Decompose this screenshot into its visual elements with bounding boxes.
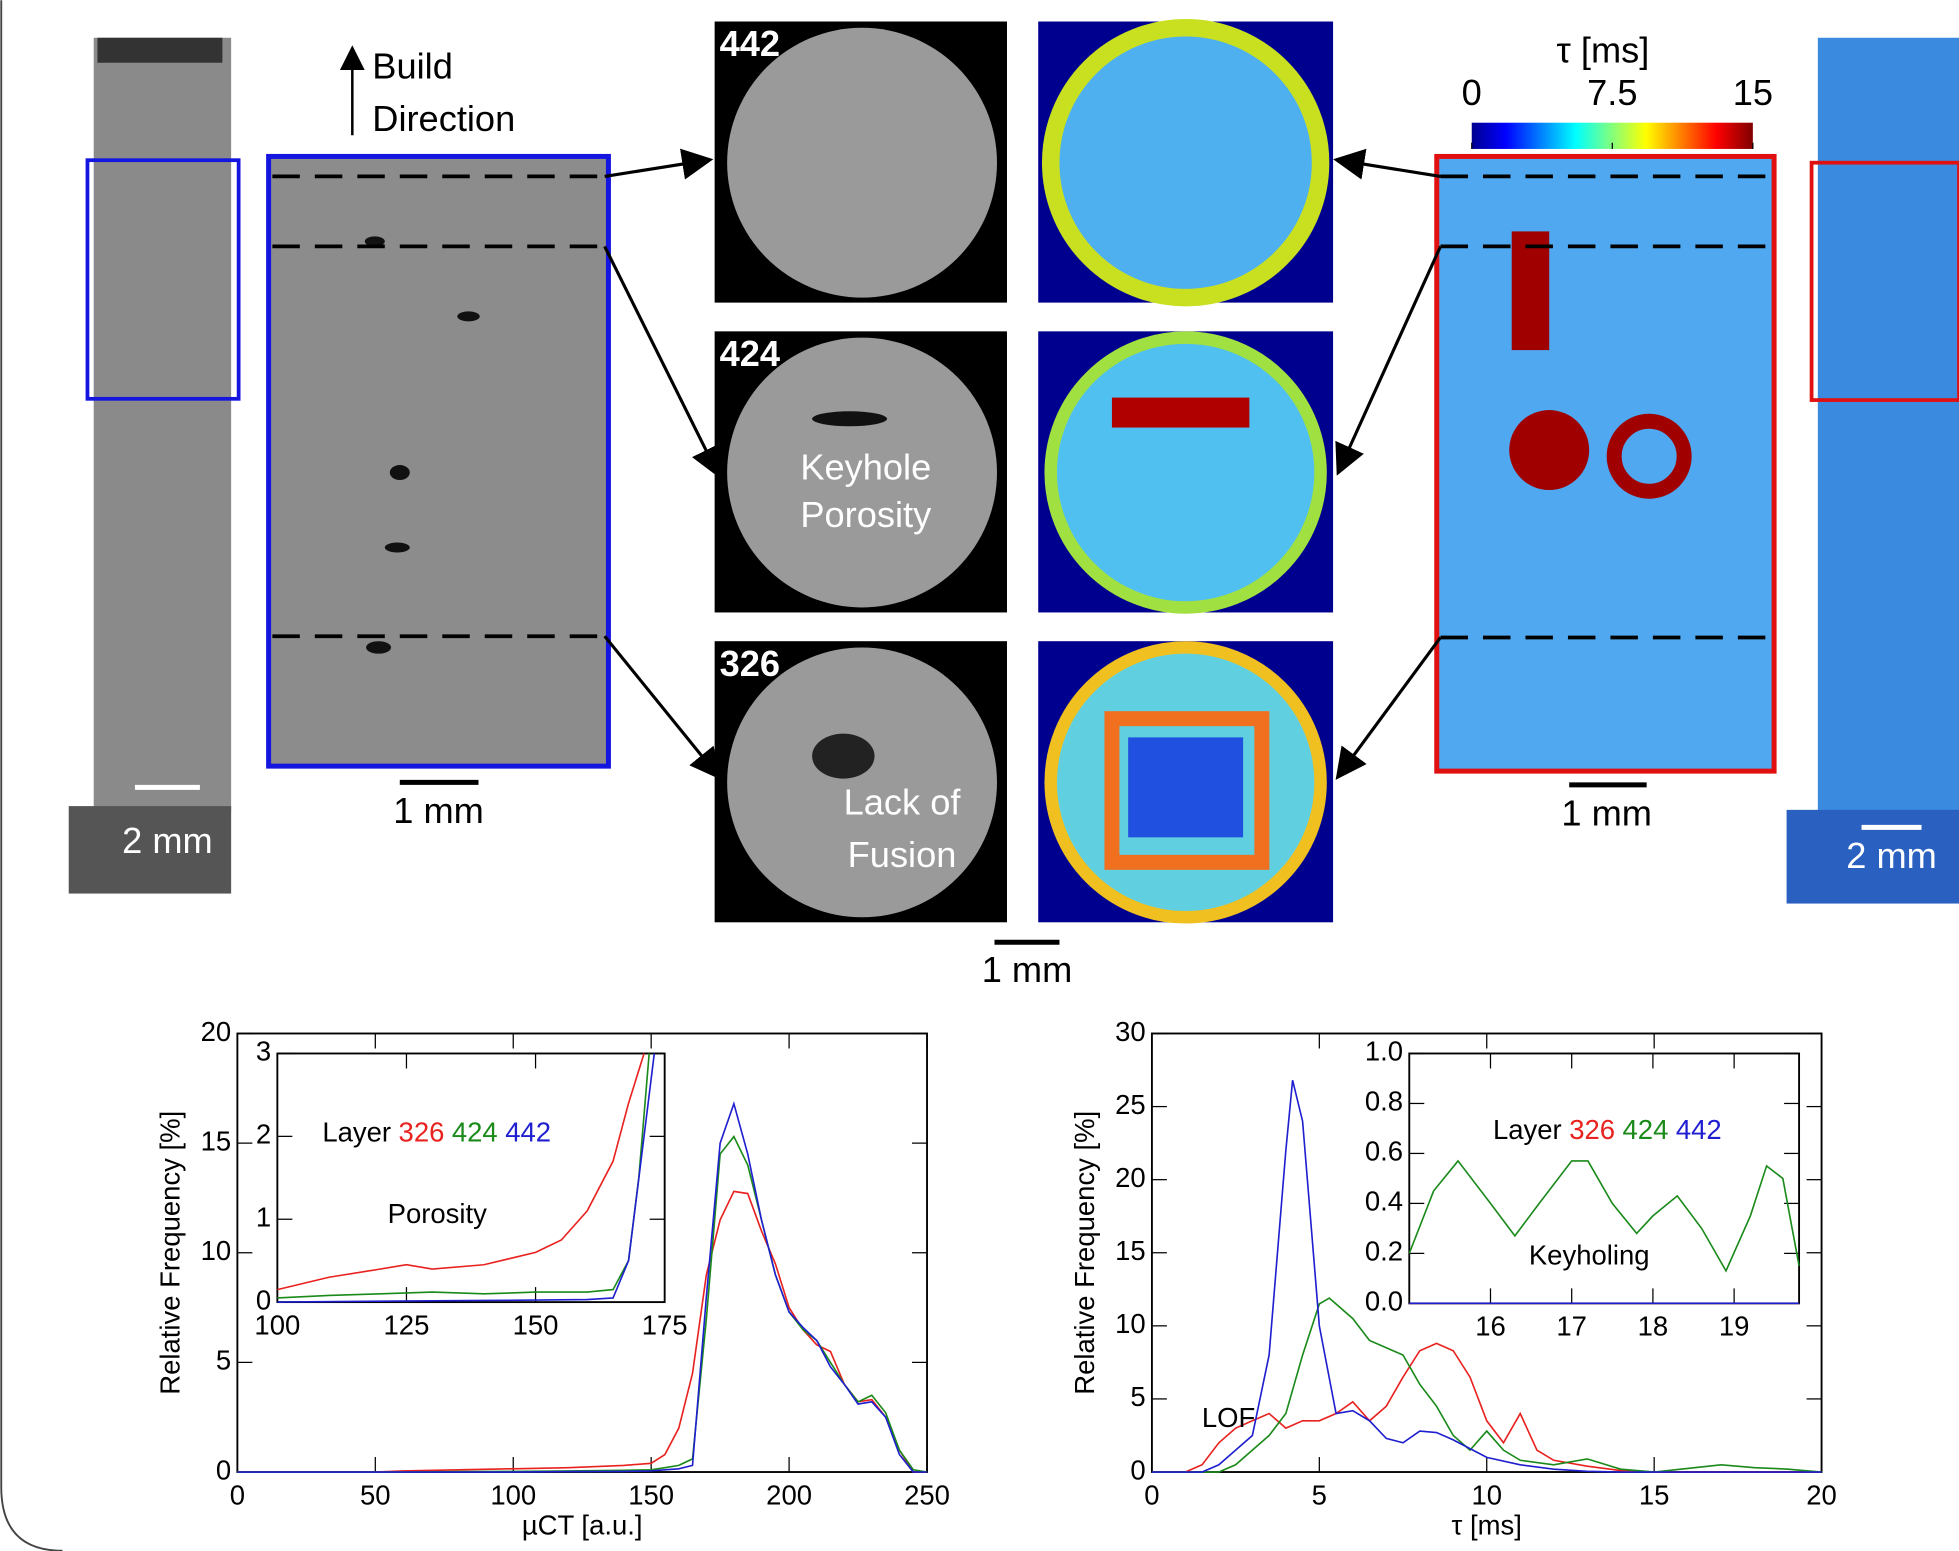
y-tick-label: 1.0	[1365, 1036, 1403, 1067]
y-tick-label: 10	[1115, 1308, 1146, 1339]
build-label: Direction	[372, 98, 515, 139]
annotation: Fusion	[848, 834, 957, 875]
y-tick-label: 0	[256, 1284, 271, 1315]
x-tick-label: 100	[254, 1309, 300, 1340]
x-tick-label: 19	[1719, 1311, 1750, 1342]
x-tick-label: 50	[360, 1479, 391, 1510]
y-tick-label: 30	[1115, 1016, 1146, 1047]
x-tick-label: 150	[513, 1309, 559, 1340]
y-tick-label: 0.8	[1365, 1086, 1403, 1117]
y-tick-label: 0.0	[1365, 1286, 1403, 1317]
legend: Layer 326 424 442	[1493, 1114, 1722, 1145]
ct-sample	[68, 37, 241, 894]
y-tick-label: 20	[1115, 1162, 1146, 1193]
series-line	[237, 1100, 928, 1473]
series-line	[1151, 1342, 1822, 1473]
build-label: Build	[372, 46, 453, 87]
legend-entry: 326	[399, 1117, 445, 1148]
legend-entry: 424	[452, 1117, 498, 1148]
plot-area	[276, 1052, 666, 1304]
legend-title: Layer	[1493, 1114, 1562, 1145]
layer-label: 442	[720, 23, 780, 64]
y-tick-label: 0.4	[1365, 1186, 1403, 1217]
scale-label: 1 mm	[1561, 793, 1652, 834]
series-line	[1151, 1297, 1822, 1473]
x-tick-label: 20	[1806, 1479, 1837, 1510]
labels: Build Direction 2 mm 1 mm 1 mm 1 mm 2 mm…	[122, 23, 1937, 990]
y-tick-label: 0	[216, 1454, 231, 1485]
scale-label: 2 mm	[122, 820, 213, 861]
x-tick-label: 100	[490, 1479, 536, 1510]
series-line	[237, 1190, 928, 1473]
ct-zoom	[266, 45, 611, 785]
legend-entry: 442	[1676, 1114, 1722, 1145]
y-axis-label: Relative Frequency [%]	[1069, 1111, 1100, 1395]
y-tick-label: 5	[1130, 1381, 1145, 1412]
y-tick-label: 1	[256, 1201, 271, 1232]
x-tick-label: 250	[904, 1479, 950, 1510]
legend-entry: 326	[1569, 1114, 1615, 1145]
heatmaps	[1038, 19, 1334, 924]
arrows	[603, 148, 1442, 780]
series-line	[277, 1053, 656, 1303]
colorbar-tick-label: 0	[1462, 72, 1482, 113]
series-line	[1408, 1159, 1800, 1273]
tau-sample	[1786, 37, 1959, 904]
x-tick-label: 200	[766, 1479, 812, 1510]
y-tick-label: 0	[1130, 1454, 1145, 1485]
y-tick-label: 20	[201, 1016, 232, 1047]
y-tick-label: 10	[201, 1235, 232, 1266]
series-line	[277, 1053, 645, 1291]
y-tick-label: 3	[256, 1036, 271, 1067]
scale-label: 1 mm	[982, 949, 1073, 990]
y-tick-label: 2	[256, 1119, 271, 1150]
colorbar-label: τ [ms]	[1557, 29, 1650, 70]
y-axis-label: Relative Frequency [%]	[155, 1111, 186, 1395]
x-tick-label: 150	[628, 1479, 674, 1510]
x-tick-label: 5	[1312, 1479, 1327, 1510]
ct-slices	[714, 21, 1060, 945]
colorbar-tick-label: 15	[1733, 72, 1773, 113]
frame	[0, 0, 63, 1551]
x-tick-label: 0	[1144, 1479, 1159, 1510]
legend: Layer 326 424 442	[322, 1117, 551, 1148]
x-tick-label: 17	[1556, 1311, 1587, 1342]
y-tick-label: 25	[1115, 1089, 1146, 1120]
layer-label: 326	[720, 643, 780, 684]
x-tick-label: 0	[230, 1479, 245, 1510]
annotation: Porosity	[800, 494, 932, 535]
plot-area	[1408, 1052, 1801, 1305]
chart: 100 125 150 175 0 1 2 3 Layer 326 424 442 Porosity	[254, 1036, 687, 1341]
annotation: Keyhole	[800, 447, 931, 488]
colorbar-tick-label: 7.5	[1587, 72, 1637, 113]
chart: 16 17 18 19 0.0 0.2 0.4 0.6 0.8 1.0 Layer 326 424 442…	[1365, 1036, 1801, 1342]
x-axis-label: τ [ms]	[1452, 1509, 1522, 1540]
layer-label: 424	[720, 333, 780, 374]
tau-zoom	[1434, 122, 1777, 788]
annotation: Lack of	[844, 781, 962, 822]
x-tick-label: 175	[642, 1309, 688, 1340]
x-tick-label: 10	[1471, 1479, 1502, 1510]
x-tick-label: 16	[1475, 1311, 1506, 1342]
y-tick-label: 15	[1115, 1235, 1146, 1266]
legend-entry: 442	[505, 1117, 551, 1148]
series-line	[1151, 1080, 1822, 1473]
annotation: Porosity	[388, 1198, 487, 1229]
scale-label: 1 mm	[393, 790, 484, 831]
y-tick-label: 0.2	[1365, 1236, 1403, 1267]
scale-label: 2 mm	[1846, 835, 1937, 876]
y-tick-label: 0.6	[1365, 1136, 1403, 1167]
x-tick-label: 15	[1639, 1479, 1670, 1510]
x-axis-label: µCT [a.u.]	[522, 1509, 643, 1540]
y-tick-label: 15	[201, 1125, 232, 1156]
x-tick-label: 18	[1638, 1311, 1669, 1342]
y-tick-label: 5	[216, 1345, 231, 1376]
legend-title: Layer	[322, 1117, 391, 1148]
annotation: Keyholing	[1529, 1239, 1650, 1270]
legend-entry: 424	[1623, 1114, 1669, 1145]
x-tick-label: 125	[384, 1309, 430, 1340]
annotation: LOF	[1202, 1402, 1255, 1433]
